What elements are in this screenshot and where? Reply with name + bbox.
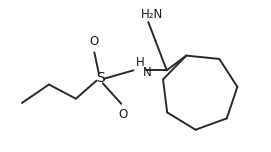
Text: H: H [136,56,144,69]
Text: H₂N: H₂N [141,8,163,21]
Text: O: O [118,108,127,121]
Text: O: O [90,35,99,48]
Text: S: S [96,71,104,85]
Text: N: N [143,66,152,79]
